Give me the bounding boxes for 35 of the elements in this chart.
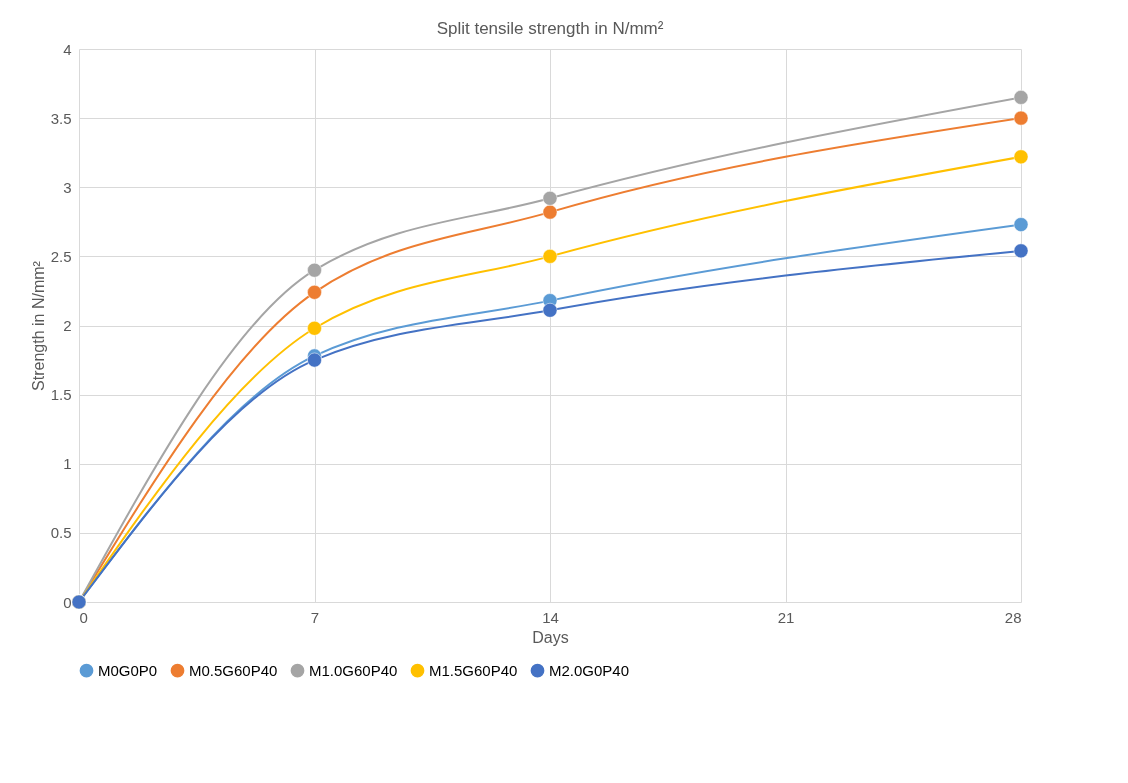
point (307, 320, 322, 336)
point (1013, 90, 1029, 105)
x-axis-title: Days (532, 628, 569, 646)
legend-label: M0.5G60P40 (189, 661, 278, 679)
x-tick-label: 14 (542, 608, 559, 626)
chart-title: Split tensile strength in N/mm² (436, 19, 664, 38)
y-tick-label: 2 (63, 317, 72, 334)
legend-label: M1.0G60P40 (309, 661, 398, 679)
point (542, 204, 558, 220)
y-tick-label: 3.5 (50, 109, 72, 127)
point (1013, 243, 1029, 259)
x-tick-label: 7 (310, 608, 320, 626)
y-tick-label: 0 (63, 593, 72, 611)
point (542, 191, 558, 206)
y-tick-label: 0.5 (50, 524, 72, 542)
point (1013, 217, 1029, 232)
point (307, 262, 322, 278)
x-tick-label: 0 (79, 608, 88, 626)
y-tick-label: 1 (63, 455, 72, 473)
point (542, 302, 558, 318)
y-tick-label: 3 (63, 178, 72, 196)
point (1013, 149, 1029, 165)
y-tick-label: 2.5 (50, 247, 72, 265)
point (1013, 110, 1029, 126)
x-tick-label: 21 (777, 608, 795, 626)
legend-label: M2.0G0P40 (549, 661, 630, 679)
x-tick-label: 28 (1004, 608, 1022, 626)
legend-label: M1.5G60P40 (429, 661, 518, 679)
legend-label: M0G0P0 (98, 661, 158, 679)
point (307, 352, 322, 368)
y-axis-title: Strength in N/mm² (29, 260, 47, 391)
y-tick-label: 4 (63, 40, 72, 58)
y-tick-label: 1.5 (50, 386, 72, 404)
point (542, 249, 558, 264)
point (307, 285, 322, 300)
